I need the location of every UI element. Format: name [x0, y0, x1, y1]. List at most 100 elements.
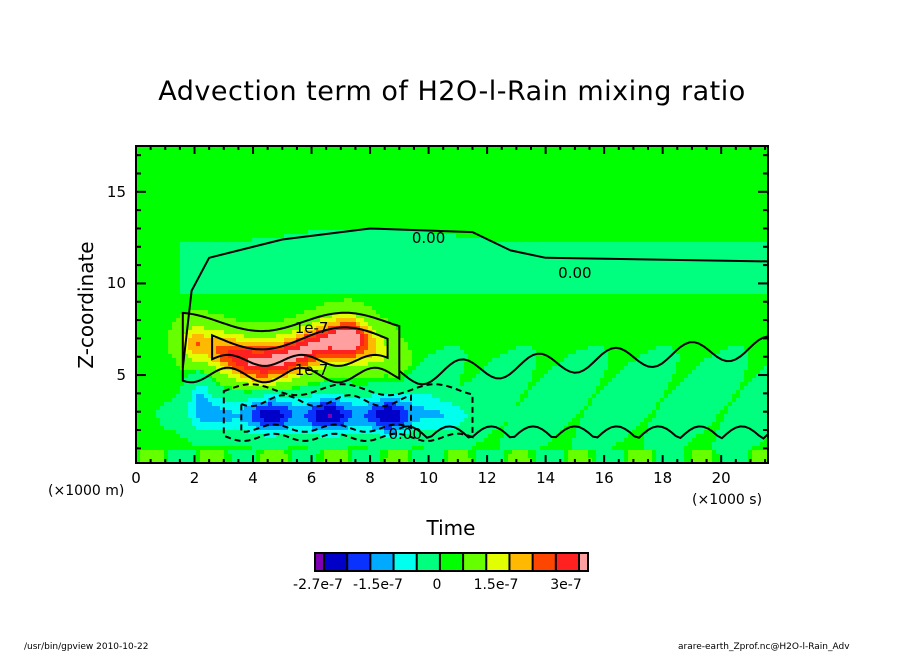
- field-cell: [228, 290, 232, 294]
- field-cell: [316, 230, 320, 234]
- field-cell: [384, 430, 388, 434]
- field-cell: [316, 338, 320, 342]
- field-cell: [172, 398, 176, 402]
- field-cell: [328, 310, 332, 314]
- field-cell: [340, 338, 344, 342]
- field-cell: [340, 434, 344, 438]
- field-cell: [436, 438, 440, 442]
- field-cell: [300, 246, 304, 250]
- field-cell: [544, 382, 548, 386]
- field-cell: [248, 366, 252, 370]
- field-cell: [216, 362, 220, 366]
- field-cell: [408, 422, 412, 426]
- field-cell: [588, 278, 592, 282]
- field-cell: [592, 274, 596, 278]
- field-cell: [508, 458, 512, 462]
- field-cell: [520, 390, 524, 394]
- field-cell: [296, 342, 300, 346]
- field-cell: [180, 410, 184, 414]
- field-cell: [376, 314, 380, 318]
- field-cell: [448, 390, 452, 394]
- field-cell: [260, 446, 264, 450]
- field-cell: [184, 274, 188, 278]
- field-cell: [296, 274, 300, 278]
- field-cell: [580, 278, 584, 282]
- field-cell: [416, 254, 420, 258]
- field-cell: [584, 394, 588, 398]
- field-cell: [556, 242, 560, 246]
- field-cell: [396, 386, 400, 390]
- field-cell: [364, 334, 368, 338]
- field-cell: [448, 458, 452, 462]
- field-cell: [300, 370, 304, 374]
- field-cell: [468, 278, 472, 282]
- field-cell: [256, 390, 260, 394]
- field-cell: [340, 454, 344, 458]
- field-cell: [508, 266, 512, 270]
- field-cell: [168, 422, 172, 426]
- field-cell: [332, 346, 336, 350]
- field-cell: [444, 430, 448, 434]
- field-cell: [416, 266, 420, 270]
- field-cell: [320, 290, 324, 294]
- field-cell: [592, 262, 596, 266]
- field-cell: [616, 278, 620, 282]
- field-cell: [248, 334, 252, 338]
- field-cell: [228, 434, 232, 438]
- field-cell: [312, 378, 316, 382]
- field-cell: [412, 290, 416, 294]
- field-cell: [284, 334, 288, 338]
- field-cell: [608, 274, 612, 278]
- field-cell: [312, 242, 316, 246]
- field-cell: [280, 246, 284, 250]
- field-cell: [264, 334, 268, 338]
- field-cell: [420, 258, 424, 262]
- field-cell: [296, 254, 300, 258]
- field-cell: [428, 254, 432, 258]
- field-cell: [180, 454, 184, 458]
- field-cell: [432, 366, 436, 370]
- field-cell: [536, 382, 540, 386]
- field-cell: [472, 394, 476, 398]
- field-cell: [212, 426, 216, 430]
- field-cell: [336, 386, 340, 390]
- field-cell: [304, 270, 308, 274]
- field-cell: [248, 286, 252, 290]
- field-cell: [448, 406, 452, 410]
- field-cell: [560, 382, 564, 386]
- field-cell: [472, 402, 476, 406]
- field-cell: [392, 362, 396, 366]
- field-cell: [232, 266, 236, 270]
- field-cell: [220, 454, 224, 458]
- field-cell: [192, 414, 196, 418]
- field-cell: [456, 282, 460, 286]
- field-cell: [252, 282, 256, 286]
- field-cell: [216, 322, 220, 326]
- field-cell: [328, 454, 332, 458]
- field-cell: [328, 274, 332, 278]
- field-cell: [572, 274, 576, 278]
- field-cell: [376, 374, 380, 378]
- field-cell: [524, 434, 528, 438]
- field-cell: [424, 266, 428, 270]
- field-cell: [208, 422, 212, 426]
- field-cell: [344, 398, 348, 402]
- field-cell: [344, 458, 348, 462]
- field-cell: [348, 366, 352, 370]
- field-cell: [484, 394, 488, 398]
- field-cell: [176, 342, 180, 346]
- field-cell: [592, 350, 596, 354]
- field-cell: [220, 242, 224, 246]
- field-cell: [292, 334, 296, 338]
- field-cell: [496, 454, 500, 458]
- field-cell: [372, 330, 376, 334]
- field-cell: [488, 410, 492, 414]
- field-cell: [348, 406, 352, 410]
- field-cell: [368, 326, 372, 330]
- field-cell: [300, 426, 304, 430]
- field-cell: [608, 410, 612, 414]
- field-cell: [484, 386, 488, 390]
- field-cell: [520, 262, 524, 266]
- field-cell: [604, 358, 608, 362]
- field-cell: [292, 234, 296, 238]
